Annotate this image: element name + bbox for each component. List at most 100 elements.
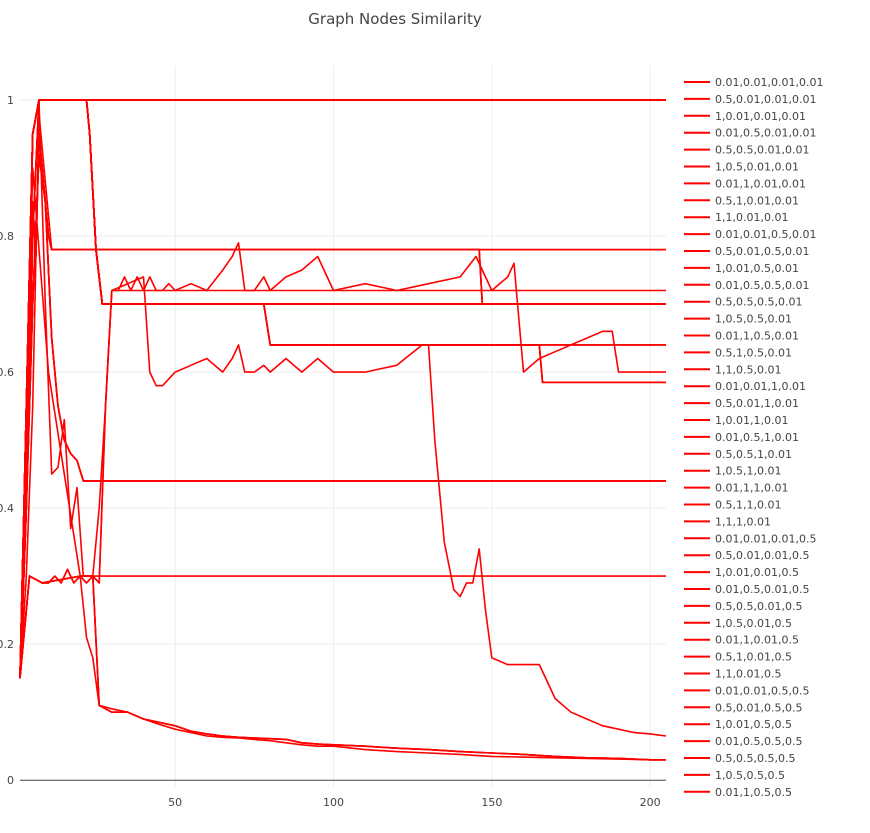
series-line[interactable] bbox=[19, 99, 666, 679]
legend-label: 1,0.01,1,0.01 bbox=[715, 414, 788, 427]
legend-item[interactable]: 0.5,0.01,0.5,0.5 bbox=[684, 701, 802, 714]
legend-item[interactable]: 1,1,0.01,0.5 bbox=[684, 668, 781, 681]
legend-item[interactable]: 0.5,0.01,0.5,0.01 bbox=[684, 245, 809, 258]
series-line[interactable] bbox=[19, 167, 666, 761]
legend-item[interactable]: 0.5,0.01,0.01,0.5 bbox=[684, 549, 809, 562]
series-line[interactable] bbox=[19, 99, 666, 679]
legend-item[interactable]: 0.01,0.5,0.5,0.01 bbox=[684, 279, 809, 292]
legend-item[interactable]: 0.01,0.5,0.01,0.01 bbox=[684, 127, 816, 140]
legend-item[interactable]: 0.5,0.5,1,0.01 bbox=[684, 448, 792, 461]
series-line[interactable] bbox=[19, 99, 666, 679]
series-line[interactable] bbox=[19, 575, 666, 761]
legend-label: 0.01,0.5,1,0.01 bbox=[715, 431, 799, 444]
series-line[interactable] bbox=[19, 575, 666, 761]
legend-item[interactable]: 0.01,0.01,0.5,0.01 bbox=[684, 228, 816, 241]
legend-item[interactable]: 0.5,0.5,0.01,0.01 bbox=[684, 144, 809, 157]
legend-item[interactable]: 0.01,1,0.01,0.01 bbox=[684, 177, 806, 190]
legend-item[interactable]: 0.01,0.01,0.5,0.5 bbox=[684, 684, 809, 697]
series-line[interactable] bbox=[19, 99, 666, 679]
legend-item[interactable]: 1,0.01,0.01,0.5 bbox=[684, 566, 799, 579]
series-line[interactable] bbox=[19, 575, 666, 761]
legend-item[interactable]: 1,0.5,0.5,0.01 bbox=[684, 313, 792, 326]
series-line[interactable] bbox=[19, 133, 666, 679]
series-line[interactable] bbox=[19, 99, 666, 679]
legend-item[interactable]: 0.01,0.5,0.01,0.5 bbox=[684, 583, 809, 596]
series-line[interactable] bbox=[19, 99, 666, 679]
series-line[interactable] bbox=[19, 153, 666, 679]
legend-item[interactable]: 0.5,1,0.01,0.01 bbox=[684, 194, 799, 207]
series-line[interactable] bbox=[19, 133, 666, 679]
legend[interactable]: 0.01,0.01,0.01,0.01 0.5,0.01,0.01,0.01 1,0… bbox=[684, 76, 823, 799]
legend-label: 0.5,0.01,0.5,0.01 bbox=[715, 245, 809, 258]
series-line[interactable] bbox=[19, 99, 666, 679]
legend-item[interactable]: 1,1,0.5,0.01 bbox=[684, 363, 781, 376]
legend-item[interactable]: 1,0.5,0.01,0.5 bbox=[684, 617, 792, 630]
legend-item[interactable]: 1,1,1,0.01 bbox=[684, 515, 771, 528]
legend-item[interactable]: 0.01,0.01,0.01,0.5 bbox=[684, 532, 816, 545]
series-line[interactable] bbox=[19, 99, 666, 679]
legend-item[interactable]: 0.01,1,0.01,0.5 bbox=[684, 634, 799, 647]
legend-item[interactable]: 1,0.01,1,0.01 bbox=[684, 414, 788, 427]
series-line[interactable] bbox=[19, 99, 666, 679]
legend-item[interactable]: 0.01,0.01,0.01,0.01 bbox=[684, 76, 823, 89]
legend-item[interactable]: 0.5,0.01,0.01,0.01 bbox=[684, 93, 816, 106]
legend-item[interactable]: 0.01,1,0.5,0.01 bbox=[684, 330, 799, 343]
legend-item[interactable]: 1,0.01,0.01,0.01 bbox=[684, 110, 806, 123]
series-line[interactable] bbox=[19, 99, 666, 679]
legend-item[interactable]: 1,0.5,0.5,0.5 bbox=[684, 769, 785, 782]
series-line[interactable] bbox=[19, 99, 666, 679]
legend-item[interactable]: 0.5,0.01,1,0.01 bbox=[684, 397, 799, 410]
series-line[interactable] bbox=[19, 99, 666, 679]
series-line[interactable] bbox=[19, 99, 666, 679]
legend-item[interactable]: 1,0.5,0.01,0.01 bbox=[684, 161, 799, 174]
series-line[interactable] bbox=[19, 133, 666, 679]
series-line[interactable] bbox=[19, 133, 666, 679]
series-line[interactable] bbox=[19, 99, 666, 679]
series-line[interactable] bbox=[19, 99, 666, 679]
series-line[interactable] bbox=[19, 99, 666, 679]
legend-item[interactable]: 0.01,0.5,0.5,0.5 bbox=[684, 735, 802, 748]
series-line[interactable] bbox=[19, 153, 666, 679]
legend-item[interactable]: 1,0.01,0.5,0.5 bbox=[684, 718, 792, 731]
legend-item[interactable]: 0.5,1,0.01,0.5 bbox=[684, 651, 792, 664]
legend-item[interactable]: 1,1,0.01,0.01 bbox=[684, 211, 788, 224]
series-line[interactable] bbox=[19, 99, 666, 679]
legend-item[interactable]: 0.01,1,0.5,0.5 bbox=[684, 786, 792, 799]
legend-label: 1,0.01,0.5,0.5 bbox=[715, 718, 792, 731]
series-line[interactable] bbox=[19, 99, 666, 679]
legend-item[interactable]: 1,0.01,0.5,0.01 bbox=[684, 262, 799, 275]
series-line[interactable] bbox=[19, 99, 666, 679]
series-line[interactable] bbox=[19, 99, 666, 679]
series-line[interactable] bbox=[19, 99, 666, 679]
series-line[interactable] bbox=[19, 153, 666, 679]
series-line[interactable] bbox=[19, 99, 666, 679]
series-line[interactable] bbox=[19, 99, 666, 679]
series-line[interactable] bbox=[19, 99, 666, 679]
series-line[interactable] bbox=[19, 289, 666, 679]
legend-label: 1,0.5,0.01,0.01 bbox=[715, 161, 799, 174]
legend-label: 1,0.5,0.01,0.5 bbox=[715, 617, 792, 630]
legend-item[interactable]: 0.5,0.5,0.5,0.5 bbox=[684, 752, 795, 765]
legend-label: 1,1,1,0.01 bbox=[715, 515, 771, 528]
legend-label: 1,0.5,1,0.01 bbox=[715, 465, 781, 478]
series-line[interactable] bbox=[19, 99, 666, 679]
legend-item[interactable]: 0.5,1,0.5,0.01 bbox=[684, 346, 792, 359]
legend-label: 0.01,0.5,0.5,0.5 bbox=[715, 735, 802, 748]
legend-item[interactable]: 1,0.5,1,0.01 bbox=[684, 465, 781, 478]
series-line[interactable] bbox=[19, 99, 666, 679]
series-line[interactable] bbox=[19, 112, 666, 679]
series-line[interactable] bbox=[19, 153, 666, 679]
series-lines bbox=[19, 99, 667, 761]
legend-label: 0.5,1,1,0.01 bbox=[715, 499, 781, 512]
series-line[interactable] bbox=[19, 133, 666, 679]
legend-item[interactable]: 0.01,0.5,1,0.01 bbox=[684, 431, 799, 444]
legend-item[interactable]: 0.5,0.5,0.01,0.5 bbox=[684, 600, 802, 613]
legend-item[interactable]: 0.01,1,1,0.01 bbox=[684, 482, 788, 495]
legend-item[interactable]: 0.5,0.5,0.5,0.01 bbox=[684, 296, 802, 309]
series-line[interactable] bbox=[19, 276, 667, 737]
legend-label: 0.01,1,0.01,0.5 bbox=[715, 634, 799, 647]
legend-item[interactable]: 0.5,1,1,0.01 bbox=[684, 499, 781, 512]
legend-item[interactable]: 0.01,0.01,1,0.01 bbox=[684, 380, 806, 393]
series-line[interactable] bbox=[19, 242, 666, 679]
